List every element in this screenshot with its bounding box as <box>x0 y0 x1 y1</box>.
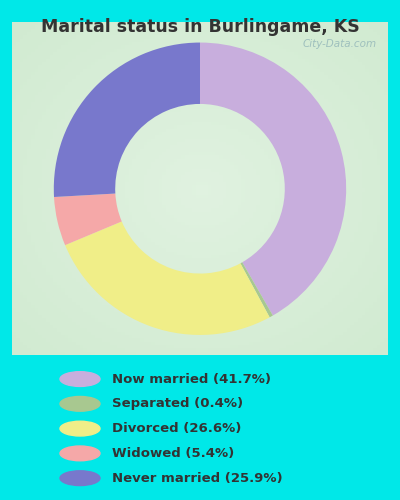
Wedge shape <box>54 42 200 197</box>
Circle shape <box>60 421 100 436</box>
Circle shape <box>60 471 100 486</box>
Text: Never married (25.9%): Never married (25.9%) <box>112 472 283 484</box>
Text: Divorced (26.6%): Divorced (26.6%) <box>112 422 241 435</box>
Text: Separated (0.4%): Separated (0.4%) <box>112 398 243 410</box>
Text: Marital status in Burlingame, KS: Marital status in Burlingame, KS <box>41 18 359 36</box>
Circle shape <box>60 396 100 411</box>
Circle shape <box>60 372 100 386</box>
Wedge shape <box>54 194 122 245</box>
Wedge shape <box>65 222 270 335</box>
Circle shape <box>60 446 100 461</box>
Text: Widowed (5.4%): Widowed (5.4%) <box>112 447 234 460</box>
Wedge shape <box>240 262 273 318</box>
Wedge shape <box>200 42 346 316</box>
Text: Now married (41.7%): Now married (41.7%) <box>112 372 271 386</box>
Text: City-Data.com: City-Data.com <box>302 39 377 49</box>
